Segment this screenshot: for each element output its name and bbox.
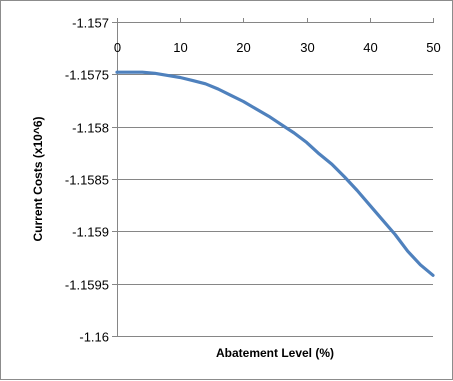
series-line <box>115 70 435 277</box>
axes <box>112 18 434 337</box>
y-tick-label: -1.157 <box>72 16 109 31</box>
x-tick-label: 30 <box>300 40 314 55</box>
tick-labels: -1.157 -1.1575 -1.158 -1.1585 -1.159 -1.1595 -… <box>65 16 441 345</box>
x-tick-label: 0 <box>114 40 121 55</box>
y-tick-label: -1.159 <box>72 225 109 240</box>
y-tick-label: -1.16 <box>79 330 109 345</box>
x-tick-label: 20 <box>236 40 250 55</box>
x-axis-title: Abatement Level (%) <box>216 346 334 360</box>
x-tick-label: 40 <box>363 40 377 55</box>
x-tick-label: 10 <box>173 40 187 55</box>
y-tick-label: -1.1575 <box>65 68 109 83</box>
series-group <box>115 70 435 277</box>
gridlines <box>117 22 433 337</box>
y-tick-label: -1.158 <box>72 121 109 136</box>
x-tick-label: 50 <box>426 40 440 55</box>
y-tick-label: -1.1585 <box>65 173 109 188</box>
y-tick-label: -1.1595 <box>65 278 109 293</box>
y-axis-title: Current Costs (x10^6) <box>31 116 45 241</box>
